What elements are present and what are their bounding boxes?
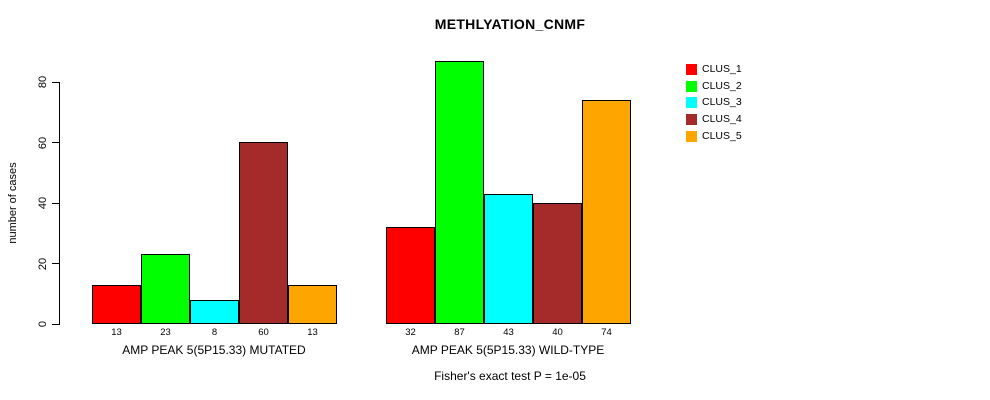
legend-swatch-clus_1 (686, 64, 697, 75)
legend-swatch-clus_3 (686, 97, 697, 109)
y-tick-mark (52, 142, 59, 143)
y-axis-label: number of cases (7, 162, 19, 244)
y-tick-label: 20 (37, 257, 49, 270)
y-tick-mark (52, 81, 59, 83)
bar-clus_4-wild-type (533, 203, 582, 324)
bar-value-label: 43 (503, 327, 514, 338)
y-tick-label: 60 (37, 136, 49, 149)
bar-clus_2-wild-type (435, 61, 484, 324)
legend-label-clus_2: CLUS_2 (702, 79, 742, 92)
y-tick-label: 40 (37, 196, 49, 210)
bar-value-label: 40 (552, 327, 563, 338)
bar-value-label: 87 (454, 327, 465, 338)
legend-label-clus_1: CLUS_1 (702, 63, 742, 75)
bar-value-label: 60 (258, 327, 269, 338)
bar-clus_3-mutated (190, 300, 239, 324)
legend-swatch-clus_2 (686, 80, 697, 92)
bar-value-label: 32 (405, 327, 416, 338)
chart-title: METHLYATION_CNMF (434, 16, 586, 32)
bar-clus_4-mutated (239, 142, 288, 324)
bar-clus_5-wild-type (582, 100, 631, 324)
bar-clus_3-wild-type (484, 194, 533, 324)
bar-clus_1-mutated (92, 285, 141, 324)
bar-value-label: 74 (601, 327, 612, 338)
legend-swatch-clus_5 (686, 130, 697, 142)
bar-value-label: 13 (307, 327, 318, 338)
y-tick-label: 0 (37, 320, 49, 328)
y-axis-line (59, 82, 60, 325)
legend-swatch-clus_4 (686, 114, 697, 126)
bar-value-label: 8 (211, 327, 218, 338)
bar-clus_5-mutated (288, 285, 337, 324)
y-tick-mark (52, 263, 59, 264)
y-tick-mark (52, 323, 59, 325)
y-tick-mark (52, 202, 59, 204)
x-group-label-wild-type: AMP PEAK 5(5P15.33) WILD-TYPE (411, 343, 605, 357)
bar-value-label: 23 (160, 327, 171, 338)
bar-clus_2-mutated (141, 254, 190, 324)
legend-label-clus_3: CLUS_3 (702, 96, 742, 109)
bar-value-label: 13 (111, 327, 122, 338)
bar-clus_1-wild-type (386, 227, 435, 324)
x-group-label-mutated: AMP PEAK 5(5P15.33) MUTATED (122, 343, 306, 357)
fisher-test-annotation: Fisher's exact test P = 1e-05 (434, 369, 586, 383)
legend-label-clus_5: CLUS_5 (702, 129, 742, 142)
legend-label-clus_4: CLUS_4 (702, 113, 742, 126)
y-tick-label: 80 (37, 75, 49, 89)
